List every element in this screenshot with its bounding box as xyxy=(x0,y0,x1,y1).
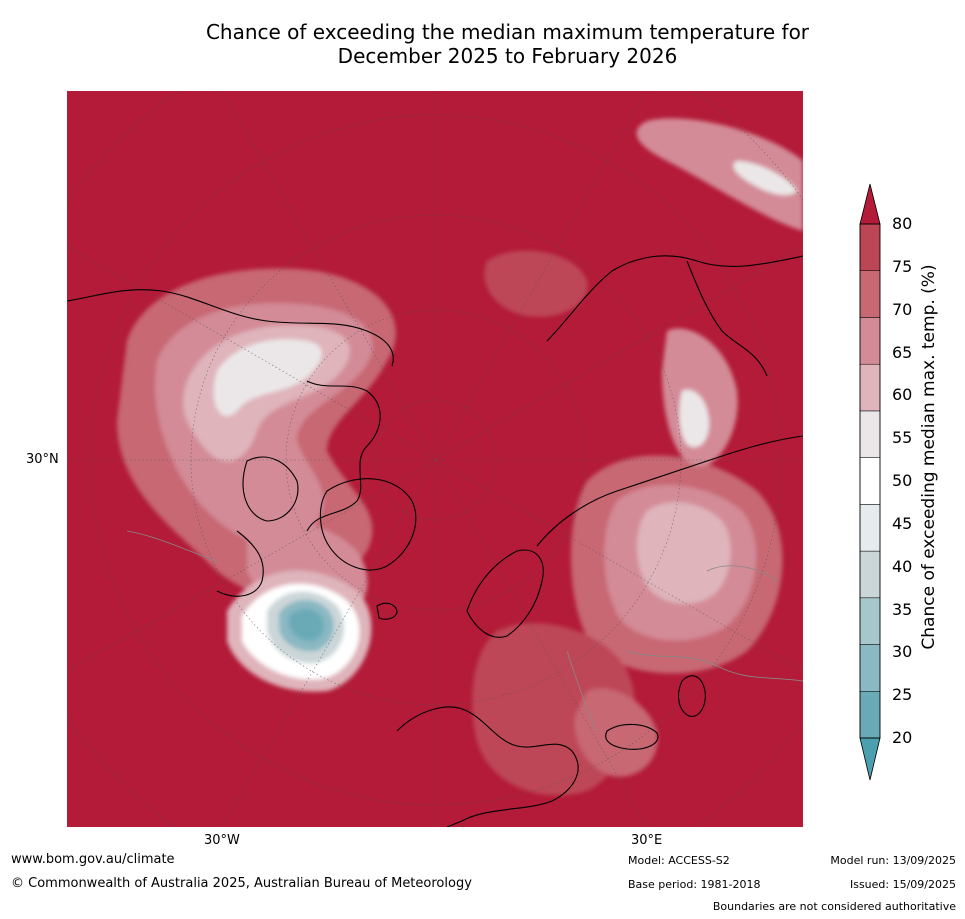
meridian-120e xyxy=(435,245,803,461)
parallel-70n xyxy=(285,309,587,611)
coastline-black-sea xyxy=(605,723,659,750)
coastline-hudson xyxy=(242,456,299,522)
meridian-150w xyxy=(221,91,437,461)
middle-east-region-70 xyxy=(574,688,658,777)
footer-issued: Issued: 15/09/2025 xyxy=(849,878,956,891)
colorbar-over-arrow xyxy=(859,183,881,225)
colorbar-bands xyxy=(859,223,881,739)
colorbar xyxy=(859,183,881,781)
footer-model-run: Model run: 13/09/2025 xyxy=(830,854,956,867)
pacific-region-65 xyxy=(636,118,803,231)
meridian-150e xyxy=(435,91,648,461)
coastlines xyxy=(67,255,803,827)
probability-map xyxy=(67,91,803,827)
coastline-alaska xyxy=(67,289,394,367)
colorbar-band xyxy=(859,223,881,271)
border-russia-west xyxy=(566,650,598,732)
coastline-siberia-east xyxy=(546,255,803,342)
meridian-30e xyxy=(435,459,648,827)
colorbar-tick-label: 75 xyxy=(892,256,913,276)
colorbar-band xyxy=(859,457,881,505)
colorbar-band xyxy=(859,644,881,692)
colorbar-tick-label: 60 xyxy=(892,385,913,405)
colorbar-tick-label: 45 xyxy=(892,513,913,533)
asia-region-60 xyxy=(636,502,731,604)
lon-label-30w: 30°W xyxy=(204,833,240,848)
colorbar-band xyxy=(859,550,881,599)
border-mongolia xyxy=(706,565,778,582)
coastline-labrador xyxy=(216,530,264,597)
coastline-iceland xyxy=(376,602,398,620)
coastline-scandinavia xyxy=(466,549,544,638)
colorbar-tick-label: 35 xyxy=(892,599,913,619)
border-kazakhstan xyxy=(626,650,803,682)
colorbar-band xyxy=(859,363,881,412)
footer-copyright: © Commonwealth of Australia 2025, Austra… xyxy=(11,876,472,891)
colorbar-title: Chance of exceeding median max. temp. (%… xyxy=(919,264,939,650)
graticule xyxy=(67,91,803,827)
colorbar-tick-label: 50 xyxy=(892,471,913,490)
chart-title: Chance of exceeding the median maximum t… xyxy=(0,20,965,68)
meridian-60w xyxy=(67,459,437,672)
title-line-1: Chance of exceeding the median maximum t… xyxy=(205,20,810,44)
coastline-russia-arctic xyxy=(536,435,803,547)
lat-label-30n: 30°N xyxy=(26,452,59,467)
colorbar-band xyxy=(859,597,881,645)
coastline-caspian xyxy=(677,675,706,717)
colorbar-band xyxy=(859,504,881,552)
atlantic-region-25 xyxy=(289,608,324,642)
coastline-canada-arctic xyxy=(306,380,381,532)
coastline-europe xyxy=(396,706,579,827)
siberia-region-55 xyxy=(679,389,710,448)
meridian-60e xyxy=(435,459,803,672)
coastline-kamchatka xyxy=(686,260,768,377)
pacific-region-55 xyxy=(733,161,797,196)
colorbar-band xyxy=(859,317,881,365)
colorbar-tick-label: 40 xyxy=(892,556,913,576)
footer-disclaimer: Boundaries are not considered authoritat… xyxy=(712,900,956,913)
colorbar-tick-label: 30 xyxy=(892,642,913,662)
colorbar-under-arrow xyxy=(859,737,881,781)
footer-model: Model: ACCESS-S2 xyxy=(628,854,730,867)
footer-website: www.bom.gov.au/climate xyxy=(11,852,175,867)
meridian-120w xyxy=(67,245,437,461)
colorbar-band xyxy=(859,410,881,458)
footer-base-period: Base period: 1981-2018 xyxy=(628,878,761,891)
title-line-2: December 2025 to February 2026 xyxy=(337,44,678,68)
north-america-region-55 xyxy=(213,339,322,417)
meridian-30w xyxy=(221,459,437,827)
north-pacific-region-75 xyxy=(484,250,588,317)
colorbar-band xyxy=(859,691,881,739)
border-us-canada xyxy=(126,530,218,562)
lon-label-30e: 30°E xyxy=(631,833,663,848)
colorbar-outline xyxy=(859,223,881,739)
colorbar-tick-label: 25 xyxy=(892,685,913,705)
coastline-greenland xyxy=(319,478,417,571)
colorbar-tick-label: 70 xyxy=(892,299,913,319)
colorbar-tick-label: 65 xyxy=(892,342,913,362)
colorbar-band xyxy=(859,270,881,318)
colorbar-tick-label: 55 xyxy=(892,428,913,448)
colorbar-tick-label: 80 xyxy=(892,214,913,233)
borders xyxy=(126,530,803,732)
probability-shading xyxy=(117,118,803,796)
colorbar-tick-label: 20 xyxy=(892,728,913,747)
